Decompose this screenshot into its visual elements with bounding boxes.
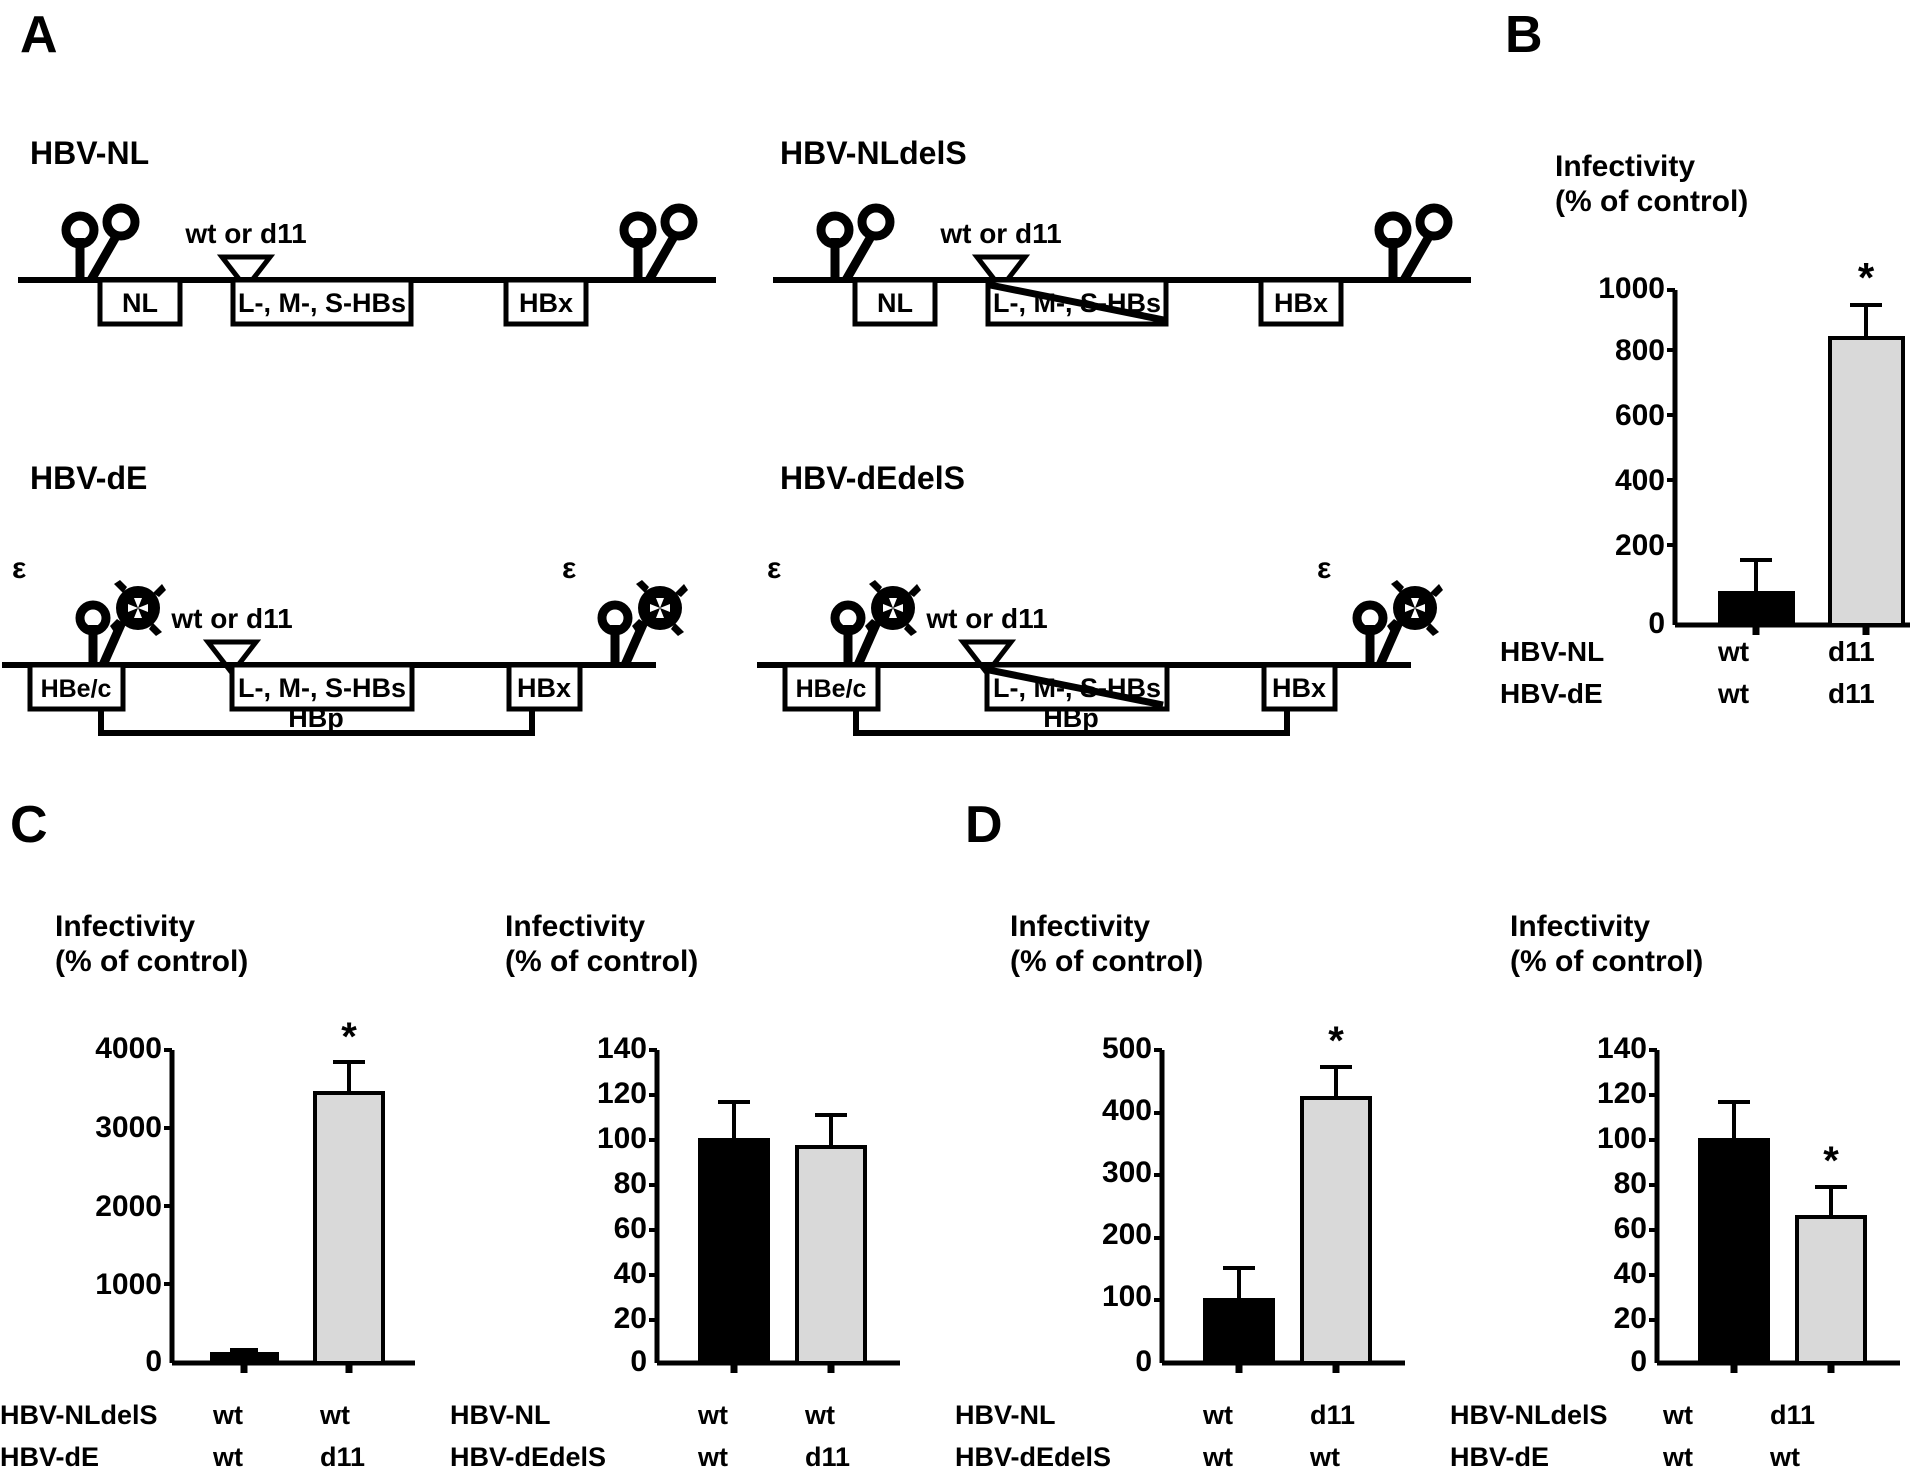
svg-text:*: * — [341, 1015, 357, 1059]
svg-text:600: 600 — [1615, 399, 1665, 432]
svg-text:*: * — [1858, 254, 1875, 301]
svg-text:100: 100 — [1102, 1280, 1152, 1313]
svg-text:80: 80 — [1614, 1167, 1647, 1200]
svg-text:wt or d11: wt or d11 — [184, 218, 306, 249]
svg-text:*: * — [1823, 1139, 1839, 1183]
svg-text:0: 0 — [145, 1345, 162, 1378]
svg-text:800: 800 — [1615, 334, 1665, 367]
svg-text:wt or d11: wt or d11 — [939, 218, 1061, 249]
svg-text:ε: ε — [562, 552, 576, 585]
svg-text:1000: 1000 — [1598, 272, 1665, 305]
svg-text:300: 300 — [1102, 1156, 1152, 1189]
svg-text:HBx: HBx — [1272, 673, 1326, 703]
svg-text:200: 200 — [1102, 1218, 1152, 1251]
svg-text:120: 120 — [1597, 1077, 1647, 1110]
svg-text:100: 100 — [597, 1122, 647, 1155]
svg-text:ε: ε — [767, 552, 781, 585]
svg-text:40: 40 — [1614, 1257, 1647, 1290]
svg-text:HBp: HBp — [1043, 703, 1099, 733]
svg-text:ε: ε — [1317, 552, 1331, 585]
svg-text:20: 20 — [1614, 1302, 1647, 1335]
svg-text:NL: NL — [122, 288, 158, 318]
svg-text:400: 400 — [1102, 1094, 1152, 1127]
svg-text:HBe/c: HBe/c — [796, 675, 867, 703]
svg-text:L-, M-, S-HBs: L-, M-, S-HBs — [238, 673, 406, 703]
svg-text:100: 100 — [1597, 1122, 1647, 1155]
svg-text:0: 0 — [1135, 1345, 1152, 1378]
svg-text:120: 120 — [597, 1077, 647, 1110]
svg-text:HBe/c: HBe/c — [41, 675, 112, 703]
svg-text:0: 0 — [630, 1345, 647, 1378]
svg-text:60: 60 — [614, 1212, 647, 1245]
svg-text:NL: NL — [877, 288, 913, 318]
svg-text:HBp: HBp — [288, 703, 344, 733]
svg-text:200: 200 — [1615, 529, 1665, 562]
svg-text:140: 140 — [1597, 1032, 1647, 1065]
svg-text:*: * — [1328, 1019, 1344, 1063]
svg-text:ε: ε — [12, 552, 26, 585]
svg-text:2000: 2000 — [95, 1190, 162, 1223]
svg-text:80: 80 — [614, 1167, 647, 1200]
svg-text:HBx: HBx — [517, 673, 571, 703]
svg-text:1000: 1000 — [95, 1268, 162, 1301]
svg-text:500: 500 — [1102, 1032, 1152, 1065]
svg-text:L-, M-, S-HBs: L-, M-, S-HBs — [238, 288, 406, 318]
svg-text:HBx: HBx — [1274, 288, 1328, 318]
svg-text:wt or d11: wt or d11 — [170, 603, 292, 634]
svg-text:3000: 3000 — [95, 1111, 162, 1144]
svg-text:400: 400 — [1615, 464, 1665, 497]
svg-text:40: 40 — [614, 1257, 647, 1290]
svg-text:4000: 4000 — [95, 1032, 162, 1065]
svg-text:20: 20 — [614, 1302, 647, 1335]
svg-text:60: 60 — [1614, 1212, 1647, 1245]
svg-text:140: 140 — [597, 1032, 647, 1065]
svg-text:HBx: HBx — [519, 288, 573, 318]
svg-text:0: 0 — [1630, 1345, 1647, 1378]
svg-text:wt or d11: wt or d11 — [925, 603, 1047, 634]
